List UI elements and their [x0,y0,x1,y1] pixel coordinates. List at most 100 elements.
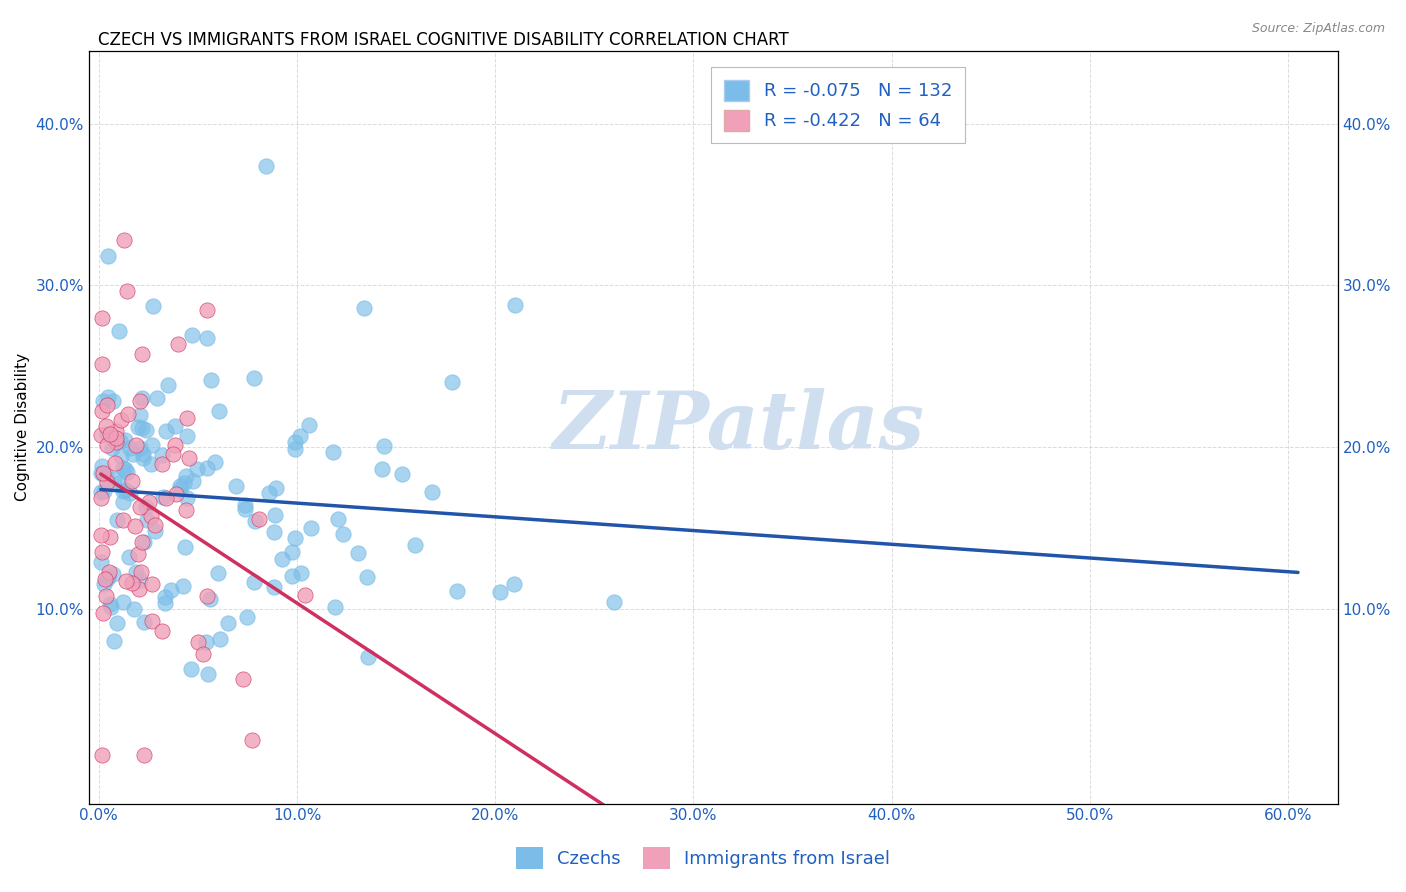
Point [131,534,153,549]
Point [117,285,139,299]
Point [391,467,413,482]
Point [160,582,183,597]
Point [150,624,173,638]
Point [169,479,191,493]
Point [143,518,166,533]
Point [90,404,112,418]
Point [90,485,112,500]
Point [96,475,118,489]
Point [446,584,468,599]
Point [326,512,349,526]
Point [143,524,166,538]
Point [98,597,121,611]
Point [176,411,198,425]
Legend: Czechs, Immigrants from Israel: Czechs, Immigrants from Israel [509,839,897,876]
Point [101,441,124,455]
Point [96,427,118,442]
Point [103,633,125,648]
Point [441,375,464,389]
Point [129,441,152,455]
Point [127,419,149,434]
Point [118,442,141,456]
Point [110,413,132,427]
Point [281,545,304,559]
Point [357,650,380,665]
Point [197,667,219,681]
Point [284,435,307,450]
Point [153,590,176,604]
Point [207,566,229,581]
Point [243,371,266,385]
Point [217,615,239,630]
Point [169,482,191,496]
Point [353,301,375,316]
Point [90,458,112,473]
Point [191,647,214,661]
Point [263,508,285,522]
Point [128,500,150,515]
Point [96,398,118,412]
Point [177,450,200,465]
Point [233,498,256,512]
Point [103,472,125,486]
Y-axis label: Cognitive Disability: Cognitive Disability [15,353,30,501]
Point [91,606,114,620]
Point [195,331,218,345]
Point [93,484,115,499]
Point [323,600,346,615]
Point [132,615,155,630]
Point [90,555,112,569]
Point [204,455,226,469]
Point [197,461,219,475]
Point [187,635,209,649]
Point [129,393,152,408]
Point [356,570,378,584]
Point [114,574,136,588]
Point [103,567,125,582]
Point [263,580,285,594]
Point [176,429,198,443]
Point [266,481,288,495]
Point [284,531,307,545]
Point [146,391,169,405]
Point [96,572,118,586]
Point [96,437,118,451]
Point [152,490,174,504]
Point [236,610,259,624]
Point [124,602,146,616]
Point [298,417,321,432]
Point [114,434,136,448]
Point [114,483,136,497]
Point [121,576,143,591]
Point [128,582,150,597]
Point [112,461,135,475]
Point [167,336,190,351]
Point [422,485,444,500]
Point [90,491,112,506]
Point [108,434,131,448]
Point [181,474,204,488]
Point [91,545,114,559]
Point [91,310,114,325]
Point [97,249,120,263]
Point [105,615,128,630]
Point [200,373,222,387]
Point [165,438,187,452]
Point [104,456,127,470]
Point [180,327,202,342]
Point [141,508,163,523]
Point [101,394,124,409]
Point [322,444,344,458]
Legend: R = -0.075   N = 132, R = -0.422   N = 64: R = -0.075 N = 132, R = -0.422 N = 64 [711,67,965,144]
Point [105,424,128,438]
Point [128,574,150,588]
Point [94,573,117,587]
Point [134,535,156,549]
Point [294,588,316,602]
Point [94,467,117,482]
Point [284,442,307,456]
Point [155,491,177,505]
Point [131,392,153,406]
Point [98,426,121,441]
Point [173,541,195,555]
